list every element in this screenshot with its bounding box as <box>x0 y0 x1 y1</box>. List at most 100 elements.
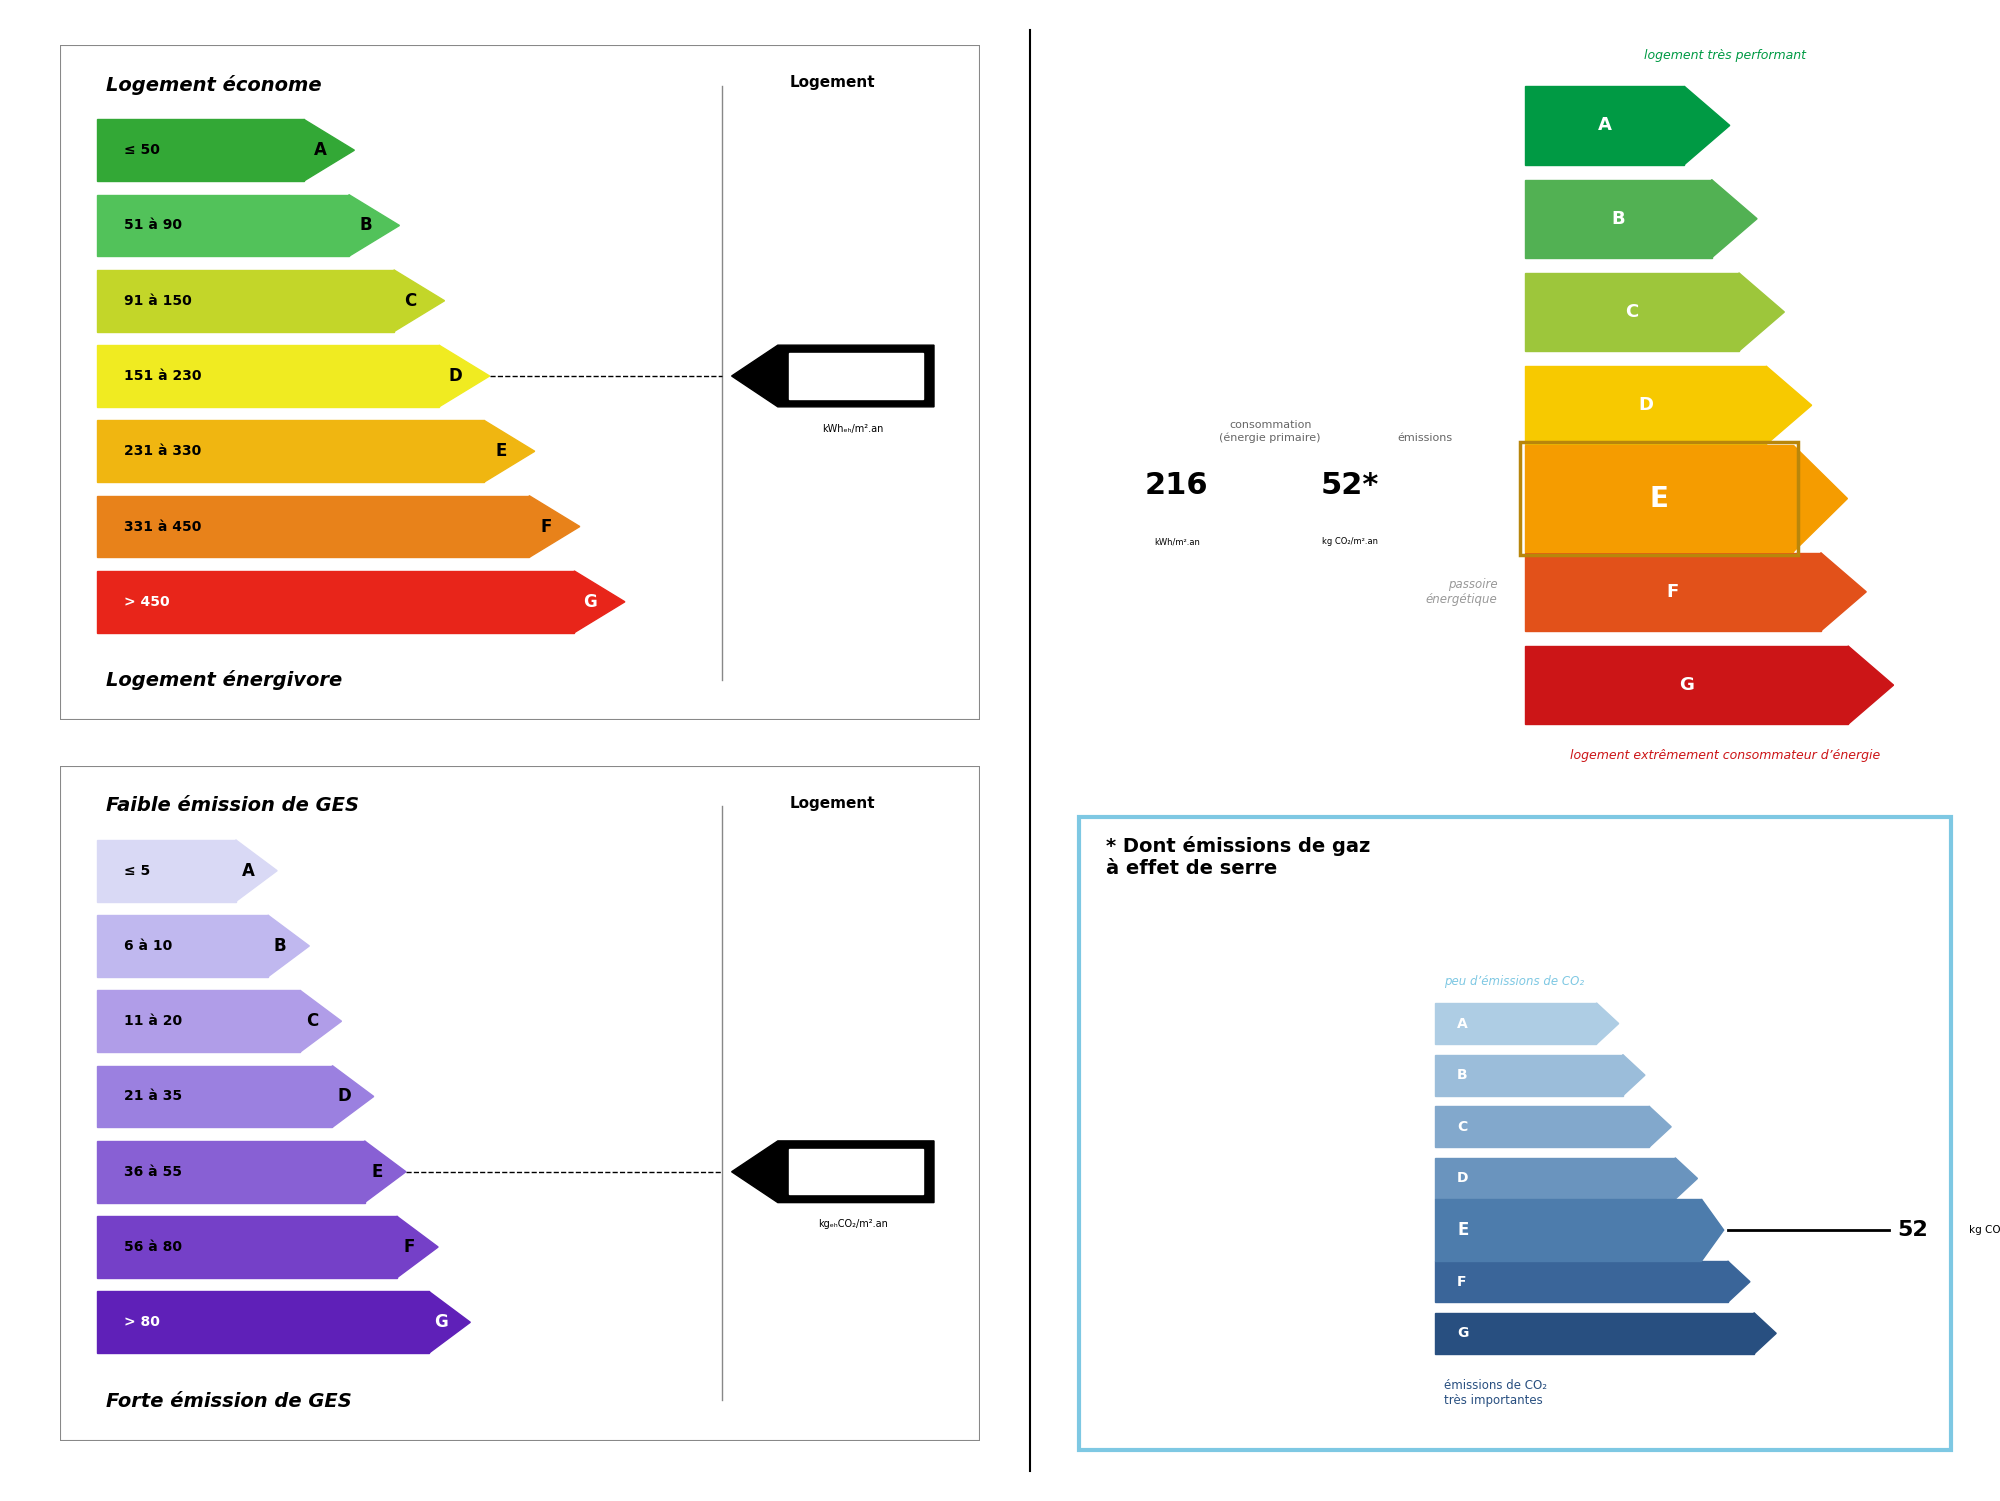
Text: E: E <box>1650 485 1668 512</box>
Bar <box>96 1291 428 1352</box>
Bar <box>1526 86 1684 165</box>
Text: Logement: Logement <box>790 796 876 811</box>
Bar <box>1526 645 1848 725</box>
Text: émissions: émissions <box>1398 432 1452 443</box>
Text: E: E <box>372 1163 384 1181</box>
Bar <box>96 495 530 557</box>
Bar <box>1434 1261 1728 1303</box>
Text: 6 à 10: 6 à 10 <box>124 940 172 953</box>
Text: B: B <box>360 216 372 234</box>
Text: C: C <box>1626 303 1638 321</box>
Bar <box>788 353 922 399</box>
Bar <box>1434 1055 1622 1096</box>
Text: A: A <box>242 862 254 880</box>
Polygon shape <box>394 270 444 332</box>
Text: Logement: Logement <box>790 75 876 90</box>
Text: B: B <box>1458 1069 1468 1082</box>
Text: 231 à 330: 231 à 330 <box>124 444 202 458</box>
Text: logement extrêmement consommateur d’énergie: logement extrêmement consommateur d’éner… <box>1570 749 1880 761</box>
Text: > 80: > 80 <box>124 1315 160 1330</box>
Bar <box>788 1148 922 1195</box>
Text: D: D <box>448 368 462 384</box>
Text: 51 à 90: 51 à 90 <box>124 219 182 233</box>
Bar <box>96 570 574 632</box>
Bar <box>96 345 440 407</box>
Text: 52: 52 <box>1898 1220 1928 1240</box>
Polygon shape <box>1712 180 1758 258</box>
Polygon shape <box>1766 366 1812 444</box>
Text: G: G <box>1458 1327 1468 1340</box>
Polygon shape <box>1728 1261 1750 1303</box>
Text: Forte émission de GES: Forte émission de GES <box>106 1391 352 1411</box>
Text: F: F <box>1666 582 1680 600</box>
Polygon shape <box>364 1141 406 1202</box>
Text: Faible émission de GES: Faible émission de GES <box>106 796 360 815</box>
Bar <box>96 195 348 257</box>
Text: G: G <box>584 593 598 611</box>
Text: Logement énergivore: Logement énergivore <box>106 669 342 690</box>
Polygon shape <box>236 841 278 902</box>
Polygon shape <box>484 420 534 482</box>
Bar <box>1526 446 1794 552</box>
Polygon shape <box>1702 1199 1724 1261</box>
Text: 52*: 52* <box>1320 471 1380 500</box>
Text: A: A <box>1598 117 1612 135</box>
Text: ≤ 5: ≤ 5 <box>124 863 150 878</box>
Text: F: F <box>540 518 552 536</box>
Polygon shape <box>574 570 624 632</box>
Text: 91 à 150: 91 à 150 <box>124 294 192 308</box>
Polygon shape <box>1738 273 1784 351</box>
Text: kg CO₂/m².an: kg CO₂/m².an <box>1322 537 1378 546</box>
Text: passoire
énergétique: passoire énergétique <box>1426 578 1498 606</box>
Bar <box>1434 1157 1676 1199</box>
Bar <box>1520 441 1798 555</box>
Text: F: F <box>404 1238 416 1256</box>
Polygon shape <box>304 120 354 182</box>
Text: 36 à 55: 36 à 55 <box>124 1165 182 1178</box>
Text: C: C <box>404 291 416 309</box>
Text: * Dont émissions de gaz
à effet de serre: * Dont émissions de gaz à effet de serre <box>1106 836 1370 878</box>
Polygon shape <box>268 916 310 977</box>
Text: kgₑₕCO₂/m².an: kgₑₕCO₂/m².an <box>818 1219 888 1229</box>
Text: C: C <box>306 1012 318 1030</box>
Polygon shape <box>1794 446 1848 552</box>
Text: 151 à 230: 151 à 230 <box>124 369 202 383</box>
Polygon shape <box>530 495 580 557</box>
Bar <box>1434 1003 1596 1045</box>
Text: B: B <box>1612 210 1626 228</box>
Text: émissions de CO₂
très importantes: émissions de CO₂ très importantes <box>1444 1378 1546 1406</box>
Text: G: G <box>434 1313 448 1331</box>
Polygon shape <box>1754 1313 1776 1354</box>
Text: D: D <box>338 1088 350 1105</box>
Bar <box>96 1216 396 1277</box>
Polygon shape <box>732 345 934 407</box>
Bar <box>96 270 394 332</box>
Text: F: F <box>1458 1274 1466 1289</box>
Text: A: A <box>1458 1016 1468 1031</box>
Polygon shape <box>300 991 342 1052</box>
Polygon shape <box>1622 1055 1644 1096</box>
Polygon shape <box>1684 86 1730 165</box>
Bar <box>1434 1106 1648 1147</box>
Text: 216: 216 <box>1146 471 1208 500</box>
Polygon shape <box>396 1216 438 1277</box>
Polygon shape <box>440 345 490 407</box>
Text: kWh/m².an: kWh/m².an <box>1154 537 1200 546</box>
Text: 21 à 35: 21 à 35 <box>124 1090 182 1103</box>
Bar <box>96 1066 332 1127</box>
Bar <box>96 841 236 902</box>
Text: consommation
(énergie primaire): consommation (énergie primaire) <box>1220 420 1320 443</box>
Polygon shape <box>428 1291 470 1352</box>
Text: 11 à 20: 11 à 20 <box>124 1015 182 1028</box>
Bar <box>96 120 304 182</box>
Text: 331 à 450: 331 à 450 <box>124 519 202 533</box>
Text: E: E <box>1458 1222 1468 1238</box>
Polygon shape <box>1596 1003 1618 1045</box>
Bar <box>1526 552 1820 630</box>
Text: kg CO₂/m².an: kg CO₂/m².an <box>1968 1225 2000 1235</box>
Text: logement très performant: logement très performant <box>1644 48 1806 62</box>
Text: B: B <box>274 937 286 955</box>
Text: ≤ 50: ≤ 50 <box>124 143 160 158</box>
Polygon shape <box>1676 1157 1698 1199</box>
Text: > 450: > 450 <box>124 594 170 609</box>
